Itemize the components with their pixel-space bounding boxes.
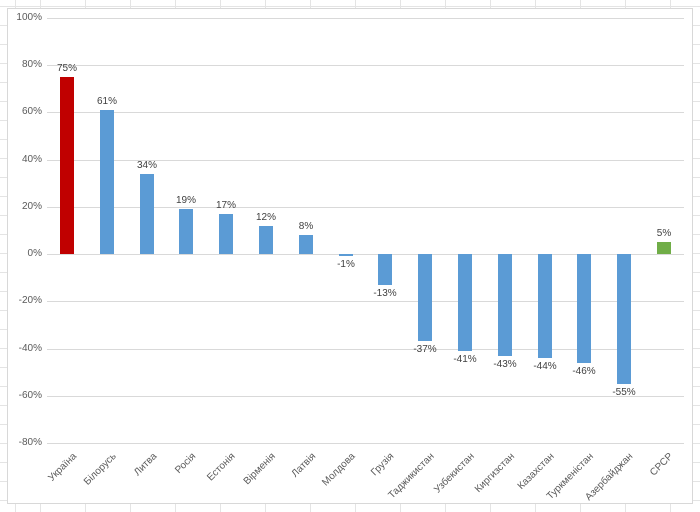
y-axis-tick-label: 80% xyxy=(21,59,42,70)
y-axis-tick-label: -60% xyxy=(18,390,42,401)
chart-bar[interactable] xyxy=(577,254,591,363)
bar-data-label: -55% xyxy=(612,387,636,398)
bar-data-label: 5% xyxy=(656,228,672,239)
gridline xyxy=(47,160,684,161)
x-axis-category-label: Грузія xyxy=(369,451,397,479)
chart-bar[interactable] xyxy=(299,235,313,254)
chart-bar[interactable] xyxy=(538,254,552,358)
bar-data-label: -13% xyxy=(373,288,397,299)
bar-data-label: -41% xyxy=(453,354,477,365)
chart-bar[interactable] xyxy=(458,254,472,351)
bar-data-label: 17% xyxy=(215,200,236,211)
x-axis-category-label: Казахстан xyxy=(515,451,557,492)
bar-data-label: -44% xyxy=(533,361,557,372)
chart-bar[interactable] xyxy=(378,254,392,285)
x-axis-category-label: Білорусь xyxy=(82,451,119,488)
bar-data-label: 75% xyxy=(56,63,77,74)
chart-bar[interactable] xyxy=(259,226,273,254)
chart-bar[interactable] xyxy=(60,77,74,254)
x-axis-category-label: Молдова xyxy=(320,451,358,489)
chart-bar[interactable] xyxy=(657,242,671,254)
chart-bar[interactable] xyxy=(498,254,512,356)
x-axis-category-label: Литва xyxy=(131,451,159,479)
chart-bar[interactable] xyxy=(179,209,193,254)
bar-data-label: -43% xyxy=(493,359,517,370)
x-axis-category-label: Узбекистан xyxy=(432,451,477,496)
chart-bar[interactable] xyxy=(617,254,631,384)
gridline xyxy=(47,207,684,208)
gridline xyxy=(47,396,684,397)
chart-bar[interactable] xyxy=(140,174,154,254)
bar-data-label: 8% xyxy=(298,221,314,232)
bar-data-label: -46% xyxy=(572,366,596,377)
chart-bar[interactable] xyxy=(339,254,353,256)
gridline xyxy=(47,65,684,66)
x-axis-category-label: Латвія xyxy=(289,451,318,480)
gridline xyxy=(47,112,684,113)
chart-bar[interactable] xyxy=(219,214,233,254)
x-axis-category-label: Україна xyxy=(46,451,79,484)
bar-data-label: 19% xyxy=(175,195,196,206)
bar-data-label: 34% xyxy=(136,160,157,171)
y-axis-tick-label: 0% xyxy=(27,248,42,259)
bar-data-label: 12% xyxy=(255,212,276,223)
y-axis-tick-label: 60% xyxy=(21,106,42,117)
x-axis-category-label: Киргизстан xyxy=(472,451,517,496)
x-axis-category-label: СРСР xyxy=(648,451,676,479)
bar-data-label: 61% xyxy=(96,96,117,107)
y-axis-tick-label: 40% xyxy=(21,154,42,165)
chart-bar[interactable] xyxy=(418,254,432,341)
x-axis-category-label: Естонія xyxy=(205,451,238,484)
bar-data-label: -1% xyxy=(337,259,355,270)
chart-bar[interactable] xyxy=(100,110,114,254)
y-axis-tick-label: -40% xyxy=(18,343,42,354)
x-axis-category-label: Росія xyxy=(172,451,198,477)
gridline xyxy=(47,301,684,302)
y-axis-tick-label: 100% xyxy=(16,12,42,23)
y-axis-tick-label: -80% xyxy=(18,437,42,448)
gridline xyxy=(47,349,684,350)
gridline xyxy=(47,18,684,19)
y-axis-tick-label: -20% xyxy=(18,295,42,306)
x-axis-category-label: Вірменія xyxy=(241,451,278,488)
y-axis-tick-label: 20% xyxy=(21,201,42,212)
bar-chart-object[interactable]: 100% 80% 60% 40% 20% 0% -20% -40% -60% -80% 75% Укр… xyxy=(7,8,693,504)
bar-data-label: -37% xyxy=(413,344,437,355)
gridline xyxy=(47,254,684,255)
gridline xyxy=(47,443,684,444)
